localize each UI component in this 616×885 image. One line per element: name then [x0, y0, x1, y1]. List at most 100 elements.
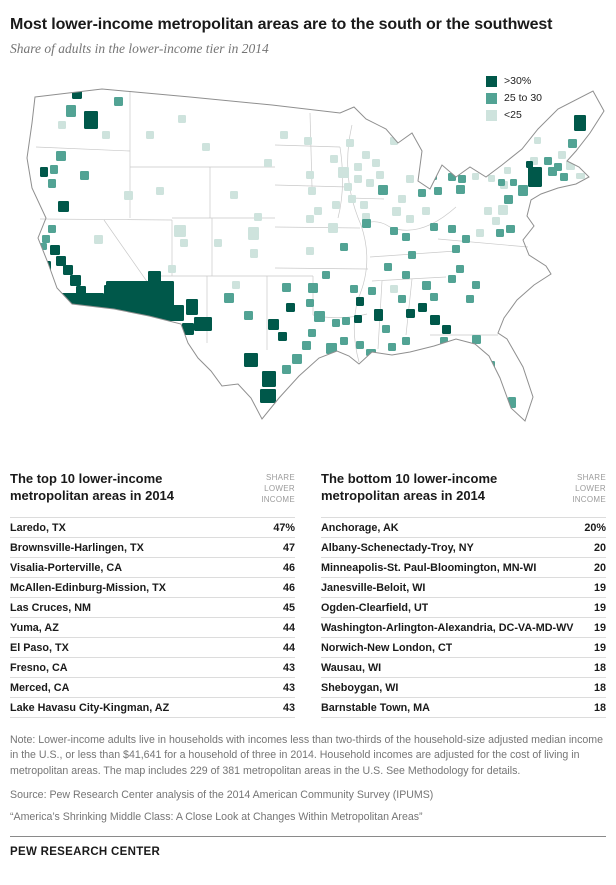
metro-area-light — [232, 281, 240, 289]
metro-area-light — [492, 217, 500, 225]
metro-area-mid — [306, 299, 314, 307]
metro-name: McAllen-Edinburg-Mission, TX — [10, 582, 166, 594]
table-row: Janesville-Beloit, WI 19 — [321, 578, 606, 598]
metro-area-light — [348, 195, 356, 203]
metro-area-mid — [466, 295, 474, 303]
metro-area-mid — [408, 251, 416, 259]
footer-divider — [10, 836, 606, 838]
metro-name: Merced, CA — [10, 682, 70, 694]
metro-area-mid — [418, 189, 426, 197]
metro-name: Lake Havasu City-Kingman, AZ — [10, 702, 170, 714]
share-value: 43 — [282, 702, 295, 714]
metro-area-dark — [526, 161, 533, 168]
metro-area-dark — [528, 167, 542, 187]
metro-area-mid — [458, 175, 466, 183]
metro-name: Washington-Arlington-Alexandria, DC-VA-M… — [321, 622, 574, 634]
metro-area-dark — [50, 245, 60, 255]
metro-name: Norwich-New London, CT — [321, 642, 453, 654]
metro-area-light — [250, 249, 258, 258]
table-title: The bottom 10 lower-income metropolitan … — [321, 471, 498, 503]
metro-area-mid — [66, 105, 76, 117]
metro-area-light — [476, 229, 484, 237]
metro-area-mid — [560, 173, 568, 181]
table-row: Wausau, WI 18 — [321, 658, 606, 678]
share-value: 18 — [593, 662, 606, 674]
metro-area-mid — [506, 225, 515, 233]
metro-area-light — [354, 175, 362, 183]
metro-area-light — [488, 175, 495, 182]
metro-area-mid — [472, 281, 480, 289]
table-header: The top 10 lower-income metropolitan are… — [10, 471, 295, 513]
metro-area-light — [346, 139, 354, 147]
metro-area-mid — [510, 179, 517, 186]
note-text: Note: Lower-income adults live in househ… — [10, 734, 603, 777]
metro-area-dark — [194, 317, 212, 331]
metro-area-dark — [374, 309, 383, 321]
metro-area-light — [254, 213, 262, 221]
metro-area-mid — [340, 337, 348, 345]
metro-area-mid — [314, 311, 325, 322]
legend-item: >30% — [486, 75, 542, 87]
metro-area-mid — [430, 223, 438, 231]
legend-swatch-dark — [486, 75, 498, 87]
metro-area-dark — [494, 395, 503, 407]
metro-area-light — [576, 173, 585, 179]
metro-area-mid — [356, 341, 364, 349]
metro-area-light — [156, 187, 164, 195]
metro-area-light — [94, 235, 103, 244]
us-map — [26, 88, 605, 422]
metro-area-dark — [430, 315, 440, 325]
map-legend: >30% 25 to 30 <25 — [486, 75, 542, 121]
metro-area-light — [308, 187, 316, 195]
metro-area-dark — [63, 265, 73, 275]
share-column-header: SHARE LOWER INCOME — [261, 473, 295, 505]
metro-area-dark — [268, 319, 279, 330]
table-rows: Laredo, TX 47% Brownsville-Harlingen, TX 47… — [10, 517, 295, 718]
table-header: The bottom 10 lower-income metropolitan … — [321, 471, 606, 513]
metro-area-light — [332, 201, 340, 209]
table-row: Brownsville-Harlingen, TX 47 — [10, 538, 295, 558]
metro-area-dark — [354, 315, 362, 323]
metro-area-light — [168, 265, 176, 273]
metro-area-light — [366, 179, 374, 187]
metro-area-light — [314, 207, 322, 215]
legend-label: 25 to 30 — [504, 92, 542, 104]
metro-area-dark — [418, 303, 427, 312]
metro-area-dark — [56, 256, 66, 266]
metro-area-light — [376, 171, 384, 179]
metro-area-mid — [342, 317, 350, 325]
metro-area-mid — [326, 343, 337, 354]
metro-area-light — [360, 201, 368, 209]
table-row: Ogden-Clearfield, UT 19 — [321, 598, 606, 618]
metro-area-mid — [302, 341, 311, 350]
share-value: 43 — [282, 682, 295, 694]
metro-area-mid — [452, 245, 460, 253]
metro-area-dark — [186, 299, 198, 315]
metro-area-dark — [162, 305, 184, 321]
tables-section: The top 10 lower-income metropolitan are… — [10, 471, 606, 718]
metro-name: Minneapolis-St. Paul-Bloomington, MN-WI — [321, 562, 537, 574]
bottom10-table: The bottom 10 lower-income metropolitan … — [321, 471, 606, 718]
metro-area-mid — [48, 225, 56, 233]
metro-area-mid — [498, 179, 505, 186]
metro-area-dark — [260, 389, 276, 403]
metro-area-mid — [388, 343, 396, 351]
metro-area-light — [306, 215, 314, 223]
metro-area-light — [390, 285, 398, 293]
metro-area-light — [392, 207, 401, 216]
metro-name: Laredo, TX — [10, 522, 66, 534]
table-row: Sheboygan, WI 18 — [321, 678, 606, 698]
table-row: Norwich-New London, CT 19 — [321, 638, 606, 658]
legend-item: <25 — [486, 109, 542, 121]
page-title: Most lower-income metropolitan areas are… — [10, 16, 553, 33]
share-value: 18 — [593, 702, 606, 714]
table-row: Lake Havasu City-Kingman, AZ 43 — [10, 698, 295, 718]
share-value: 19 — [593, 642, 606, 654]
table-row: El Paso, TX 44 — [10, 638, 295, 658]
share-value: 43 — [282, 662, 295, 674]
metro-area-light — [422, 207, 430, 215]
table-title: The top 10 lower-income metropolitan are… — [10, 471, 175, 503]
metro-area-dark — [40, 167, 48, 177]
share-value: 20% — [584, 522, 606, 534]
share-value: 47% — [273, 522, 295, 534]
